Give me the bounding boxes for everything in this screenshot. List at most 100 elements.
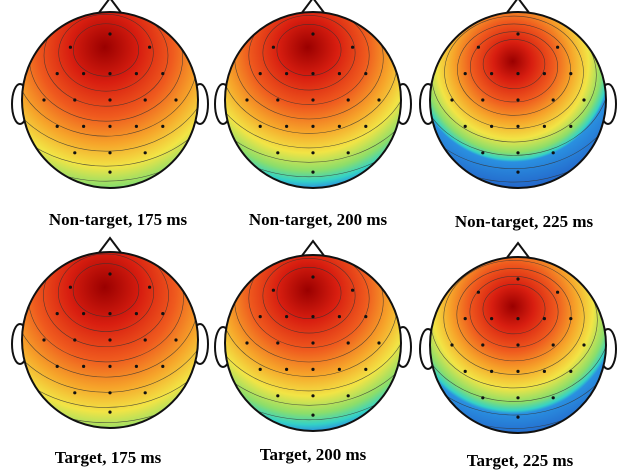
- electrode: [68, 45, 72, 49]
- electrode: [542, 124, 547, 128]
- topo-map: [214, 239, 412, 432]
- electrode: [551, 396, 555, 400]
- contour-line: [22, 252, 198, 423]
- electrode: [377, 341, 381, 345]
- contour-line: [469, 276, 559, 348]
- electrode: [276, 98, 280, 102]
- electrode: [551, 98, 555, 102]
- electrode: [143, 338, 147, 342]
- electrode: [476, 45, 480, 49]
- electrode: [490, 124, 494, 128]
- electrode: [73, 338, 77, 342]
- electrode: [450, 343, 454, 347]
- electrode: [82, 312, 86, 316]
- contour-line: [73, 23, 139, 77]
- topo-map: [11, 0, 209, 189]
- nose: [300, 0, 326, 15]
- contour-line: [72, 263, 140, 317]
- electrode: [258, 124, 262, 128]
- head-outline: [224, 11, 402, 189]
- electrode: [42, 338, 46, 342]
- electrode: [346, 98, 350, 102]
- electrode: [346, 341, 350, 345]
- electrode: [68, 285, 72, 289]
- electrode: [258, 72, 262, 76]
- electrode: [82, 124, 86, 128]
- electrode: [490, 369, 494, 373]
- topo-map: [11, 236, 209, 429]
- contour-line: [43, 252, 169, 348]
- head-outline: [429, 11, 607, 189]
- electrode: [161, 72, 165, 76]
- electrode: [55, 72, 59, 76]
- electrode: [108, 410, 112, 414]
- electrode: [134, 364, 138, 368]
- contour-line: [57, 253, 155, 332]
- electrode: [143, 151, 147, 155]
- electrode: [276, 394, 280, 398]
- electrode: [337, 72, 341, 76]
- electrode: [258, 315, 262, 319]
- electrode: [271, 288, 275, 292]
- electrode: [276, 341, 280, 345]
- electrode: [143, 98, 147, 102]
- contour-line: [444, 15, 584, 129]
- electrode: [542, 317, 547, 321]
- head-outline: [21, 251, 199, 429]
- electrode: [364, 124, 368, 128]
- electrode: [108, 170, 112, 174]
- electrode: [134, 312, 138, 316]
- electrode: [516, 396, 520, 400]
- electrode: [463, 124, 467, 128]
- electrode: [245, 98, 249, 102]
- contour-line: [456, 268, 572, 362]
- contour-line: [22, 252, 198, 408]
- electrode: [516, 151, 520, 155]
- electrode: [108, 391, 112, 395]
- electrode: [364, 315, 368, 319]
- electrode: [476, 290, 480, 294]
- electrode: [108, 312, 112, 316]
- contour-line: [43, 12, 169, 107]
- electrode: [311, 98, 315, 102]
- electrode: [337, 124, 341, 128]
- electrode: [516, 415, 520, 419]
- caption: Target, 200 ms: [260, 445, 367, 464]
- electrode: [481, 151, 485, 155]
- electrode: [174, 338, 178, 342]
- electrode: [481, 396, 485, 400]
- electrode: [73, 391, 77, 395]
- electrode: [364, 367, 368, 371]
- nose: [97, 0, 123, 15]
- electrode: [346, 394, 350, 398]
- contour-line: [430, 257, 606, 416]
- contour-line: [22, 12, 198, 167]
- electrode: [569, 72, 573, 76]
- electrode: [582, 343, 586, 347]
- head-outline: [21, 11, 199, 189]
- contour-line: [22, 252, 198, 378]
- caption: Target, 225 ms: [467, 451, 574, 470]
- electrode: [148, 285, 152, 289]
- electrode: [556, 45, 560, 49]
- electrode: [569, 124, 573, 128]
- electrode: [258, 367, 262, 371]
- electrode: [108, 32, 112, 36]
- electrode: [108, 364, 112, 368]
- electrode: [73, 98, 77, 102]
- electrode: [311, 413, 315, 417]
- contour-line: [457, 23, 571, 116]
- contour-line: [262, 15, 356, 91]
- electrode: [516, 369, 520, 373]
- contour-line: [225, 12, 401, 163]
- contour-line: [22, 252, 198, 393]
- electrode: [311, 315, 315, 319]
- electrode: [311, 394, 315, 398]
- electrode: [516, 317, 520, 321]
- electrode: [516, 170, 520, 174]
- contour-line: [482, 39, 546, 89]
- electrode: [311, 275, 315, 279]
- electrode: [337, 367, 341, 371]
- electrode: [516, 72, 520, 76]
- electrode: [481, 98, 485, 102]
